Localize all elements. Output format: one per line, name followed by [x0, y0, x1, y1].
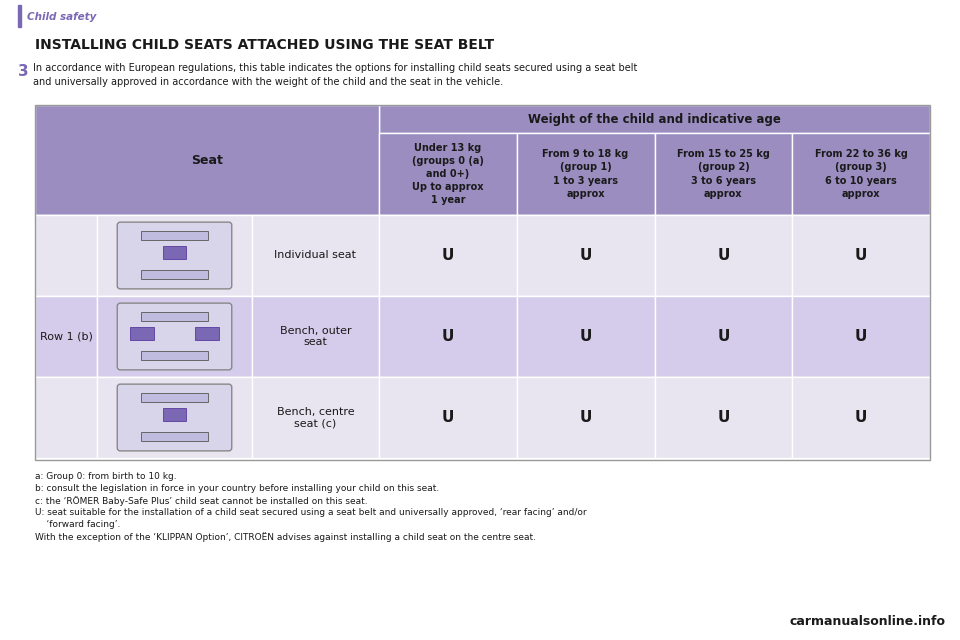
Text: Under 13 kg
(groups 0 (a)
and 0+)
Up to approx
1 year: Under 13 kg (groups 0 (a) and 0+) Up to …: [412, 143, 484, 205]
Bar: [379, 133, 516, 215]
Text: From 22 to 36 kg
(group 3)
6 to 10 years
approx: From 22 to 36 kg (group 3) 6 to 10 years…: [815, 149, 907, 199]
Text: carmanualsonline.info: carmanualsonline.info: [790, 615, 946, 628]
Text: U: U: [580, 410, 591, 425]
Bar: [516, 296, 655, 377]
FancyBboxPatch shape: [117, 222, 231, 289]
Text: In accordance with European regulations, this table indicates the options for in: In accordance with European regulations,…: [33, 63, 637, 87]
Bar: [18, 5, 21, 27]
Text: U: U: [855, 248, 867, 263]
Bar: [141, 270, 208, 279]
Text: Row 1 (b): Row 1 (b): [39, 332, 92, 342]
Bar: [97, 377, 252, 458]
Text: U: U: [855, 329, 867, 344]
Bar: [379, 296, 516, 377]
Bar: [379, 215, 516, 296]
Text: b: consult the legislation in force in your country before installing your child: b: consult the legislation in force in y…: [35, 484, 440, 493]
Bar: [252, 296, 379, 377]
Bar: [379, 377, 516, 458]
Bar: [379, 105, 930, 133]
Bar: [655, 133, 792, 215]
Text: From 15 to 25 kg
(group 2)
3 to 6 years
approx: From 15 to 25 kg (group 2) 3 to 6 years …: [677, 149, 770, 199]
Bar: [162, 246, 186, 259]
Bar: [35, 296, 97, 377]
Bar: [792, 377, 930, 458]
Bar: [195, 327, 219, 340]
FancyBboxPatch shape: [117, 384, 231, 451]
Bar: [792, 296, 930, 377]
Text: U: seat suitable for the installation of a child seat secured using a seat belt : U: seat suitable for the installation of…: [35, 508, 587, 517]
Bar: [141, 351, 208, 360]
Bar: [141, 231, 208, 240]
Bar: [35, 105, 930, 460]
Bar: [35, 377, 97, 458]
Bar: [655, 296, 792, 377]
Bar: [516, 377, 655, 458]
Bar: [252, 215, 379, 296]
Text: With the exception of the ‘KLIPPAN Option’, CITROËN advises against installing a: With the exception of the ‘KLIPPAN Optio…: [35, 532, 536, 542]
Text: U: U: [442, 410, 454, 425]
Text: INSTALLING CHILD SEATS ATTACHED USING THE SEAT BELT: INSTALLING CHILD SEATS ATTACHED USING TH…: [35, 38, 494, 52]
Text: U: U: [717, 329, 730, 344]
Text: U: U: [580, 248, 591, 263]
Bar: [792, 215, 930, 296]
Text: From 9 to 18 kg
(group 1)
1 to 3 years
approx: From 9 to 18 kg (group 1) 1 to 3 years a…: [542, 149, 629, 199]
Bar: [35, 215, 930, 296]
Text: a: Group 0: from birth to 10 kg.: a: Group 0: from birth to 10 kg.: [35, 472, 177, 481]
Bar: [35, 377, 930, 458]
Bar: [35, 105, 379, 215]
Text: U: U: [442, 248, 454, 263]
Text: Bench, outer
seat: Bench, outer seat: [279, 326, 351, 348]
Text: Bench, centre
seat (c): Bench, centre seat (c): [276, 406, 354, 428]
Text: Individual seat: Individual seat: [275, 250, 356, 260]
Bar: [35, 296, 930, 377]
Text: c: the ‘RÖMER Baby-Safe Plus’ child seat cannot be installed on this seat.: c: the ‘RÖMER Baby-Safe Plus’ child seat…: [35, 496, 368, 506]
Text: U: U: [442, 329, 454, 344]
Text: U: U: [717, 248, 730, 263]
Text: Child safety: Child safety: [27, 12, 96, 22]
Bar: [655, 377, 792, 458]
Text: U: U: [717, 410, 730, 425]
Bar: [130, 327, 154, 340]
Bar: [141, 312, 208, 321]
Bar: [97, 215, 252, 296]
Bar: [792, 133, 930, 215]
Bar: [141, 393, 208, 403]
Bar: [655, 215, 792, 296]
Text: U: U: [855, 410, 867, 425]
Bar: [97, 296, 252, 377]
Text: Seat: Seat: [191, 154, 223, 166]
Bar: [141, 432, 208, 441]
Text: U: U: [580, 329, 591, 344]
Text: ‘forward facing’.: ‘forward facing’.: [35, 520, 120, 529]
FancyBboxPatch shape: [117, 303, 231, 370]
Bar: [516, 133, 655, 215]
Text: Weight of the child and indicative age: Weight of the child and indicative age: [528, 113, 780, 125]
Bar: [252, 377, 379, 458]
Text: 3: 3: [18, 64, 29, 79]
Bar: [516, 215, 655, 296]
Bar: [35, 215, 97, 296]
Bar: [162, 408, 186, 421]
